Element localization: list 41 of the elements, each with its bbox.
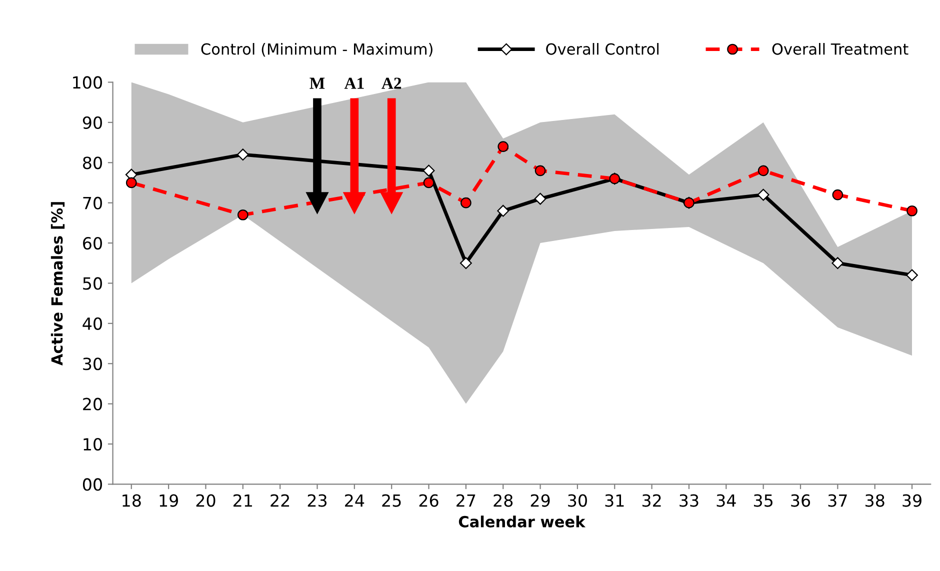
ref-line-label: A1	[344, 78, 364, 89]
x-tick-label: 21	[234, 494, 252, 507]
x-tick-label: 31	[605, 494, 624, 507]
x-tick-label: 32	[642, 494, 661, 507]
ref-line-label: A2	[382, 78, 402, 89]
x-tick-label: 37	[828, 494, 847, 507]
x-tick-label: 38	[866, 494, 884, 507]
x-tick-label: 36	[791, 494, 810, 507]
x-tick-label: 28	[494, 494, 513, 507]
x-tick-label: 33	[680, 494, 698, 507]
y-tick-label: 50	[83, 277, 102, 290]
y-tick-label: 30	[83, 358, 102, 370]
y-tick-label: 40	[82, 317, 102, 330]
y-tick-label: 70	[83, 196, 102, 210]
ref-line-label: M	[310, 78, 325, 89]
x-axis-title: Calendar week	[458, 516, 586, 528]
legend-label: Overall Control	[546, 42, 659, 55]
y-tick-label: 100	[73, 76, 102, 89]
y-tick-label: 80	[83, 156, 102, 170]
x-tick-label: 27	[456, 494, 476, 507]
x-tick-label: 18	[122, 494, 141, 507]
x-tick-label: 29	[530, 494, 550, 507]
legend-label: Control (Minimum - Maximum)	[201, 42, 432, 57]
y-axis-title: Active Females [%]	[50, 202, 65, 366]
y-tick-label: 00	[82, 478, 102, 491]
x-tick-label: 26	[419, 494, 438, 507]
x-tick-label: 35	[754, 494, 772, 507]
x-tick-label: 20	[196, 494, 216, 507]
x-tick-label: 25	[382, 494, 401, 507]
legend-label: Overall Treatment	[772, 42, 908, 55]
y-tick-label: 60	[83, 236, 102, 250]
y-tick-label: 10	[84, 438, 102, 451]
x-tick-label: 39	[902, 494, 922, 507]
x-tick-label: 34	[716, 494, 736, 507]
x-tick-label: 22	[270, 494, 290, 507]
x-tick-label: 23	[308, 494, 327, 507]
x-tick-label: 19	[160, 494, 178, 507]
y-tick-label: 20	[83, 398, 102, 410]
x-tick-label: 30	[568, 494, 587, 507]
y-tick-label: 90	[82, 116, 102, 129]
x-tick-label: 24	[345, 494, 364, 507]
